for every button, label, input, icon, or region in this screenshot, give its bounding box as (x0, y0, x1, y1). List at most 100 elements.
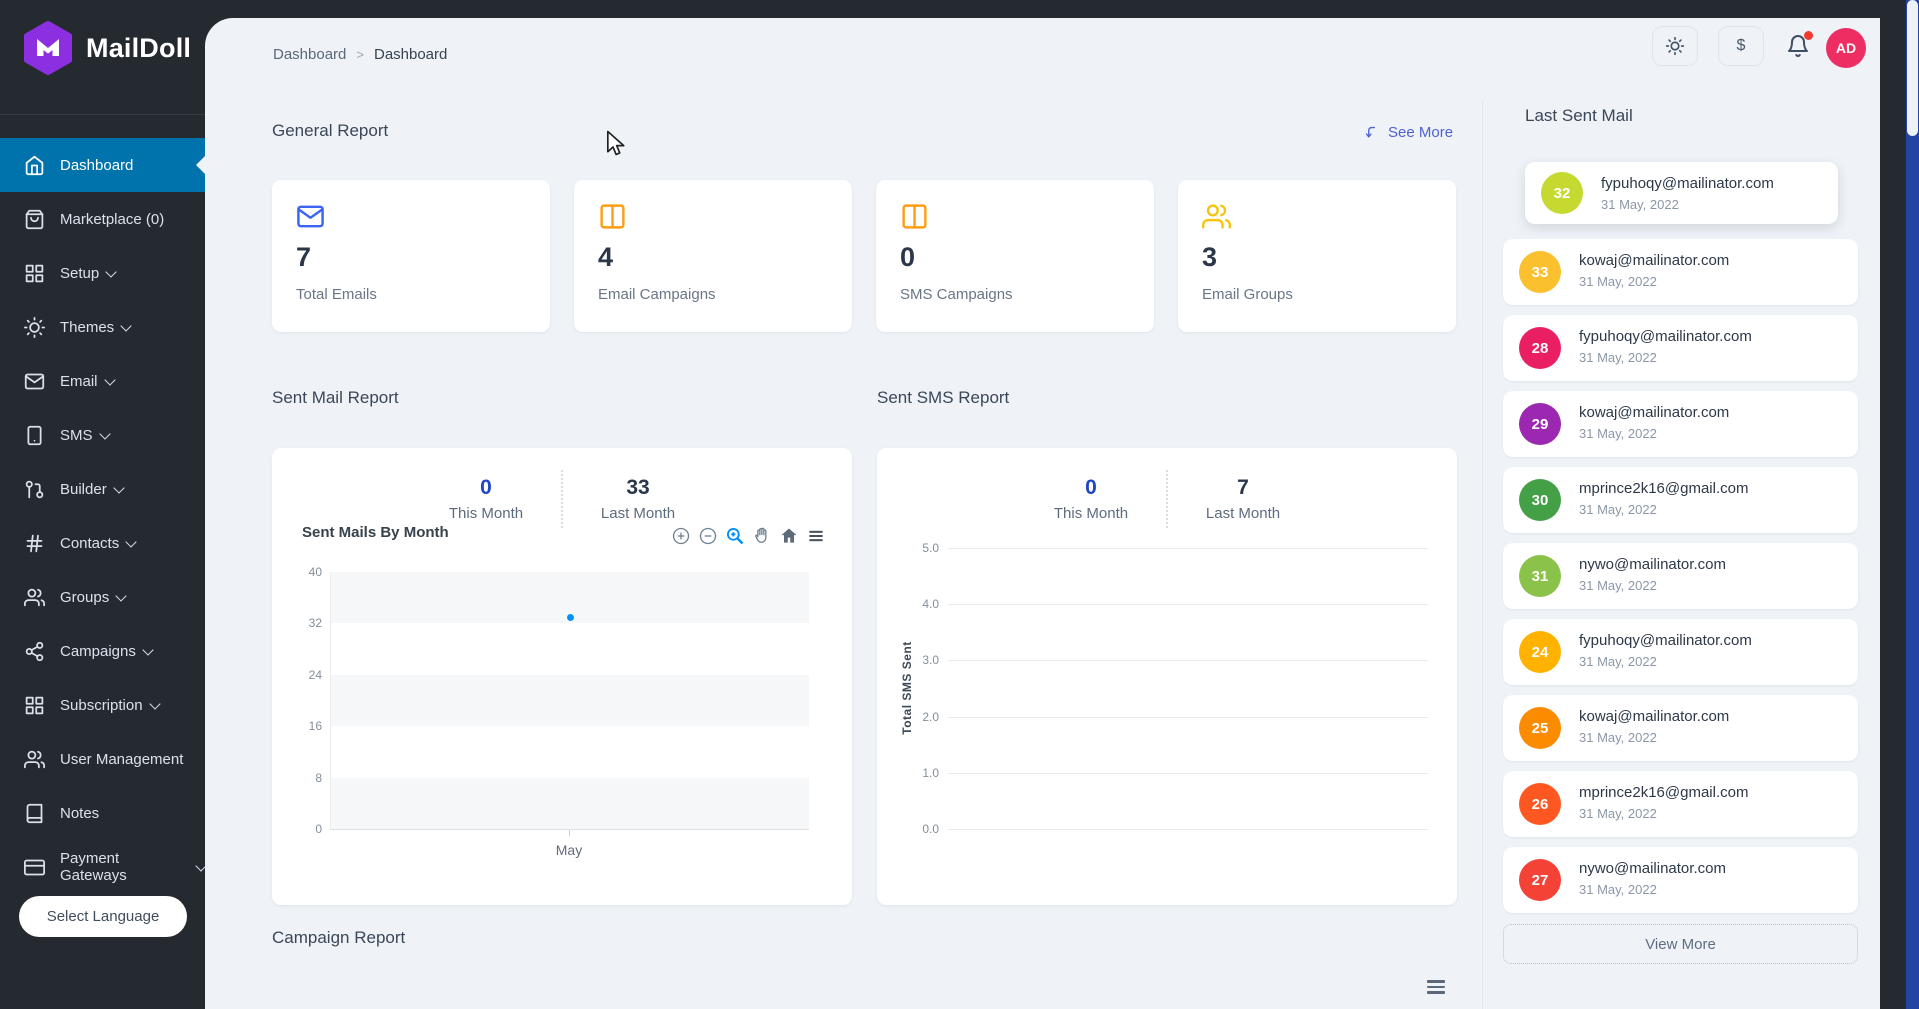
sidebar-item-builder[interactable]: Builder (0, 462, 205, 516)
zoom-out-icon[interactable] (698, 526, 718, 546)
gridline (948, 829, 1428, 830)
recipient-email: fypuhoqy@mailinator.com (1579, 632, 1752, 649)
report-card-email-groups[interactable]: 3 Email Groups (1178, 180, 1456, 332)
stats-divider (561, 470, 563, 528)
sidebar-item-setup[interactable]: Setup (0, 246, 205, 300)
sidebar-item-notes[interactable]: Notes (0, 786, 205, 840)
mouse-cursor (606, 130, 625, 156)
report-card-email-campaigns[interactable]: 4 Email Campaigns (574, 180, 852, 332)
last-sent-mail-item[interactable]: 24 fypuhoqy@mailinator.com 31 May, 2022 (1503, 619, 1858, 685)
panning-hand-icon[interactable] (752, 526, 772, 546)
scrollbar-thumb[interactable] (1907, 0, 1918, 136)
select-language-button[interactable]: Select Language (19, 896, 187, 937)
last-sent-mail-item[interactable]: 33 kowaj@mailinator.com 31 May, 2022 (1503, 239, 1858, 305)
chevron-down-icon (142, 643, 154, 656)
sidebar-divider (0, 114, 205, 115)
sidebar-item-contacts[interactable]: Contacts (0, 516, 205, 570)
brand-name: MailDoll (86, 32, 192, 63)
last-sent-mail-item[interactable]: 25 kowaj@mailinator.com 31 May, 2022 (1503, 695, 1858, 761)
grid-band (331, 726, 809, 778)
share-2-icon (25, 641, 44, 661)
last-sent-mail-item[interactable]: 26 mprince2k16@gmail.com 31 May, 2022 (1503, 771, 1858, 837)
sidebar-item-user-management[interactable]: User Management (0, 732, 205, 786)
report-card-label: Email Groups (1202, 286, 1293, 303)
selection-zoom-icon[interactable] (725, 526, 745, 546)
breadcrumb-separator: > (356, 47, 364, 62)
y-tick-label: 32 (308, 616, 322, 631)
bell-icon (1788, 35, 1808, 57)
sun-icon (24, 316, 45, 338)
columns-icon (902, 204, 927, 229)
y-tick-label: 8 (315, 770, 322, 785)
last-sent-mail-item[interactable]: 27 nywo@mailinator.com 31 May, 2022 (1503, 847, 1858, 913)
sidebar-item-themes[interactable]: Themes (0, 300, 205, 354)
sent-date: 31 May, 2022 (1579, 882, 1657, 897)
recipient-email: nywo@mailinator.com (1579, 556, 1726, 573)
brand-logo-icon (24, 21, 72, 75)
sent-date: 31 May, 2022 (1579, 426, 1657, 441)
content-area: Dashboard > Dashboard $ AD General Repor (205, 18, 1880, 1009)
last-sent-mail-item[interactable]: 29 kowaj@mailinator.com 31 May, 2022 (1503, 391, 1858, 457)
stat-value: 7 (1237, 476, 1249, 499)
chevron-down-icon (148, 697, 161, 710)
stat-value: 0 (1085, 476, 1097, 499)
home-icon[interactable] (779, 526, 799, 546)
sidebar-item-subscription[interactable]: Subscription (0, 678, 205, 732)
last-sent-mail-item[interactable]: 30 mprince2k16@gmail.com 31 May, 2022 (1503, 467, 1858, 533)
chevron-down-icon (120, 319, 132, 332)
last-sent-mail-item[interactable]: 28 fypuhoqy@mailinator.com 31 May, 2022 (1503, 315, 1858, 381)
last-sent-mail-item[interactable]: 31 nywo@mailinator.com 31 May, 2022 (1503, 543, 1858, 609)
y-tick-label: 3.0 (922, 653, 939, 668)
sent-count-badge: 33 (1519, 251, 1561, 293)
stat-value: 0 (480, 476, 492, 499)
sidebar-item-label: Builder (60, 480, 107, 498)
chart-toolbar (671, 526, 826, 546)
sidebar-item-dashboard[interactable]: Dashboard (0, 138, 205, 192)
brand[interactable]: MailDoll (22, 20, 191, 76)
stat-last-month: 7 Last Month (1168, 476, 1318, 522)
sidebar-item-groups[interactable]: Groups (0, 570, 205, 624)
user-avatar[interactable]: AD (1826, 28, 1866, 68)
grid-band (331, 623, 809, 675)
report-card-total-emails[interactable]: 7 Total Emails (272, 180, 550, 332)
stat-this-month: 0 This Month (1016, 476, 1166, 522)
breadcrumb: Dashboard > Dashboard (273, 46, 447, 63)
view-more-button[interactable]: View More (1503, 924, 1858, 964)
sent-mail-chart-card: 0 This Month 33 Last Month Sent Mails By… (272, 448, 852, 905)
sidebar-item-label: Subscription (60, 696, 143, 714)
chevron-down-icon (103, 373, 116, 386)
campaign-menu-icon[interactable] (1427, 980, 1445, 994)
theme-mode-button[interactable] (1652, 26, 1698, 66)
sun-icon (1665, 36, 1685, 56)
see-more-link[interactable]: See More (1365, 124, 1453, 141)
sidebar-item-label: Dashboard (60, 156, 134, 174)
stat-last-month: 33 Last Month (563, 476, 713, 522)
sent-count-badge: 29 (1519, 403, 1561, 445)
sidebar-item-email[interactable]: Email (0, 354, 205, 408)
sidebar-item-label: User Management (60, 750, 184, 768)
notifications-bell[interactable] (1786, 31, 1813, 58)
users-icon (24, 750, 45, 768)
sidebar-item-sms[interactable]: SMS (0, 408, 205, 462)
breadcrumb-item-home[interactable]: Dashboard (273, 46, 347, 63)
see-more-label: See More (1388, 124, 1454, 141)
last-sent-mail-title: Last Sent Mail (1525, 106, 1633, 125)
sidebar-item-marketplace[interactable]: Marketplace (0) (0, 192, 205, 246)
page-scrollbar[interactable] (1906, 0, 1919, 1009)
sidebar-item-payment-gateways[interactable]: Payment Gateways (0, 840, 207, 894)
chevron-down-icon (125, 535, 137, 548)
sidebar-item-campaigns[interactable]: Campaigns (0, 624, 205, 678)
sidebar: MailDoll Dashboard Marketplace (0) Setup Th… (0, 0, 207, 1009)
report-card-sms-campaigns[interactable]: 0 SMS Campaigns (876, 180, 1154, 332)
currency-button[interactable]: $ (1718, 26, 1764, 66)
last-sent-mail-item[interactable]: 32 fypuhoqy@mailinator.com 31 May, 2022 (1525, 162, 1838, 224)
sent-date: 31 May, 2022 (1579, 274, 1657, 289)
y-tick-label: 2.0 (922, 709, 939, 724)
recipient-email: kowaj@mailinator.com (1579, 404, 1730, 421)
zoom-in-icon[interactable] (671, 526, 691, 546)
y-tick-label: 24 (308, 667, 322, 682)
sidebar-item-label: Themes (60, 318, 115, 336)
notification-dot (1804, 31, 1813, 40)
data-point[interactable] (566, 612, 575, 622)
menu-icon[interactable] (806, 526, 826, 546)
